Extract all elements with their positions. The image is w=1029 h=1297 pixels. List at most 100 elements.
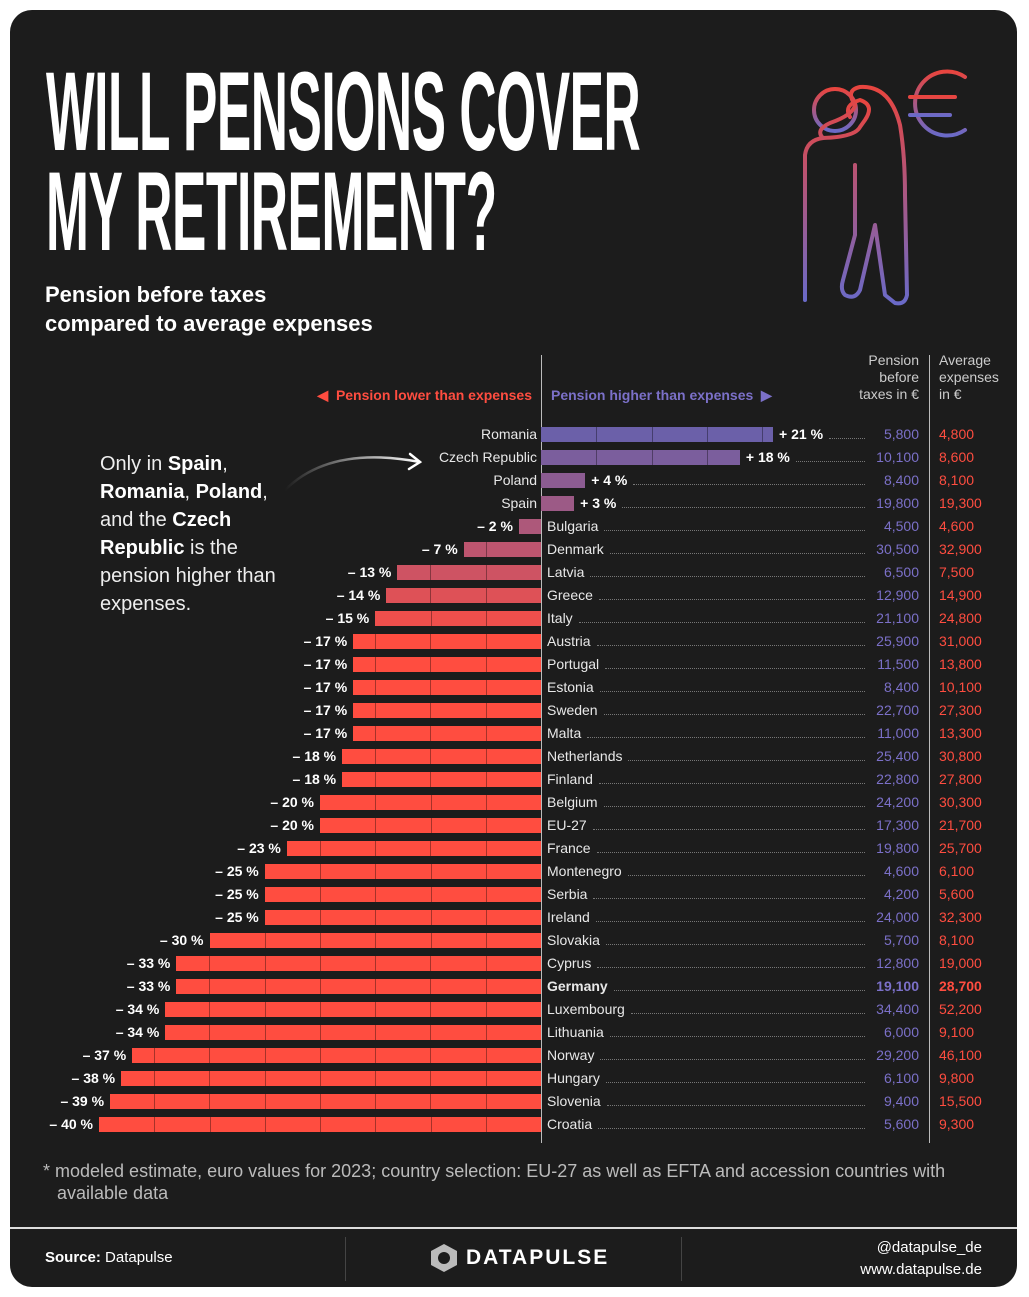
percent-label: – 38 % [71, 1070, 116, 1086]
percent-label: – 17 % [303, 633, 348, 649]
bar-gridline [485, 680, 487, 695]
leader-dots [622, 507, 865, 508]
leader-dots [795, 461, 865, 462]
bar [320, 795, 541, 810]
bar-gridline [485, 841, 487, 856]
table-row: – 39 % Slovenia 9,400 15,500 [10, 1090, 1017, 1113]
logo-text: DATAPULSE [466, 1246, 610, 1269]
annotation-highlight: Romania [100, 481, 185, 503]
bar-gridline [762, 427, 763, 442]
bar-gridline [430, 1071, 432, 1086]
expenses-value: 5,600 [939, 886, 975, 902]
pension-value: 8,400 [883, 472, 919, 488]
bar-gridline [430, 588, 432, 603]
table-row: – 20 % EU-27 17,300 21,700 [10, 814, 1017, 837]
leader-dots [603, 714, 865, 715]
bar-gridline [430, 795, 432, 810]
country-label: Norway [547, 1047, 595, 1063]
bar [286, 841, 541, 856]
bar-gridline [375, 818, 377, 833]
bar-gridline [375, 703, 377, 718]
table-row: + 21 % Romania 5,800 4,800 [10, 423, 1017, 446]
table-row: – 25 % Serbia 4,200 5,600 [10, 883, 1017, 906]
bar-gridline [264, 1002, 266, 1017]
elderly-person-euro-icon [803, 69, 967, 306]
leader-dots [604, 530, 865, 531]
bar [541, 450, 740, 465]
table-row: – 14 % Greece 12,900 14,900 [10, 584, 1017, 607]
bar [386, 588, 541, 603]
percent-label: – 17 % [303, 702, 348, 718]
bar-gridline [485, 1048, 487, 1063]
leader-dots [596, 852, 865, 853]
bar-gridline [706, 450, 708, 465]
country-label: Greece [547, 587, 593, 603]
table-row: – 17 % Portugal 11,500 13,800 [10, 653, 1017, 676]
table-row: – 34 % Luxembourg 34,400 52,200 [10, 998, 1017, 1021]
bar-gridline [485, 818, 487, 833]
bar-gridline [485, 795, 487, 810]
expenses-header-line: Average [939, 352, 991, 368]
country-label: Finland [547, 771, 593, 787]
bar-gridline [264, 1025, 266, 1040]
legend-negative: ◀ Pension lower than expenses [317, 387, 532, 404]
bar-gridline [485, 1117, 487, 1132]
pension-value: 30,500 [876, 541, 919, 557]
bar-gridline [430, 749, 432, 764]
bar-gridline [264, 1117, 266, 1132]
bar-gridline [485, 542, 487, 557]
table-row: – 18 % Finland 22,800 27,800 [10, 768, 1017, 791]
percent-label: – 20 % [270, 794, 314, 810]
table-row: – 18 % Netherlands 25,400 30,800 [10, 745, 1017, 768]
leader-dots [590, 576, 865, 577]
bar-gridline [430, 864, 432, 879]
percent-label: + 3 % [580, 495, 617, 511]
bar-gridline [430, 634, 432, 649]
country-label: Malta [547, 725, 582, 741]
pension-value: 24,200 [876, 794, 919, 810]
bar-gridline [209, 1071, 211, 1086]
table-row: – 34 % Lithuania 6,000 9,100 [10, 1021, 1017, 1044]
country-label: Czech Republic [438, 449, 537, 465]
bar-gridline [430, 933, 432, 948]
expenses-value: 8,600 [939, 449, 975, 465]
bar-gridline [375, 1071, 377, 1086]
country-label: Bulgaria [547, 518, 599, 534]
bar [209, 933, 541, 948]
bar-gridline [319, 1071, 321, 1086]
percent-label: + 21 % [779, 426, 824, 442]
leader-dots [587, 737, 865, 738]
bar-gridline [485, 726, 487, 741]
pension-value: 25,400 [876, 748, 919, 764]
bar-gridline [375, 1048, 377, 1063]
pension-value: 19,100 [876, 978, 919, 994]
bar-gridline [485, 657, 487, 672]
pension-value: 12,800 [876, 955, 919, 971]
pension-value: 21,100 [876, 610, 919, 626]
percent-label: – 25 % [215, 886, 259, 902]
bar-gridline [264, 1094, 266, 1109]
pension-header-line: taxes in € [859, 386, 919, 402]
expenses-value: 10,100 [939, 679, 982, 695]
bar-gridline [209, 1025, 211, 1040]
bar-gridline [319, 1094, 321, 1109]
bar-gridline [430, 979, 432, 994]
pension-value: 19,800 [876, 840, 919, 856]
bar [264, 887, 541, 902]
percent-label: – 2 % [477, 518, 513, 534]
expenses-value: 25,700 [939, 840, 982, 856]
website: www.datapulse.de [860, 1261, 982, 1278]
country-label: Estonia [547, 679, 594, 695]
triangle-right-icon: ▶ [753, 387, 772, 403]
bar [541, 427, 774, 442]
pension-value: 24,000 [876, 909, 919, 925]
expenses-value: 30,800 [939, 748, 982, 764]
annotation-highlight: Spain [167, 453, 223, 475]
table-row: – 37 % Norway 29,200 46,100 [10, 1044, 1017, 1067]
pension-value: 9,400 [883, 1093, 919, 1109]
table-row: – 33 % Cyprus 12,800 19,000 [10, 952, 1017, 975]
bar-gridline [430, 1117, 432, 1132]
leader-dots [592, 829, 865, 830]
country-label: Montenegro [547, 863, 622, 879]
subtitle: Pension before taxes compared to average… [45, 280, 373, 338]
